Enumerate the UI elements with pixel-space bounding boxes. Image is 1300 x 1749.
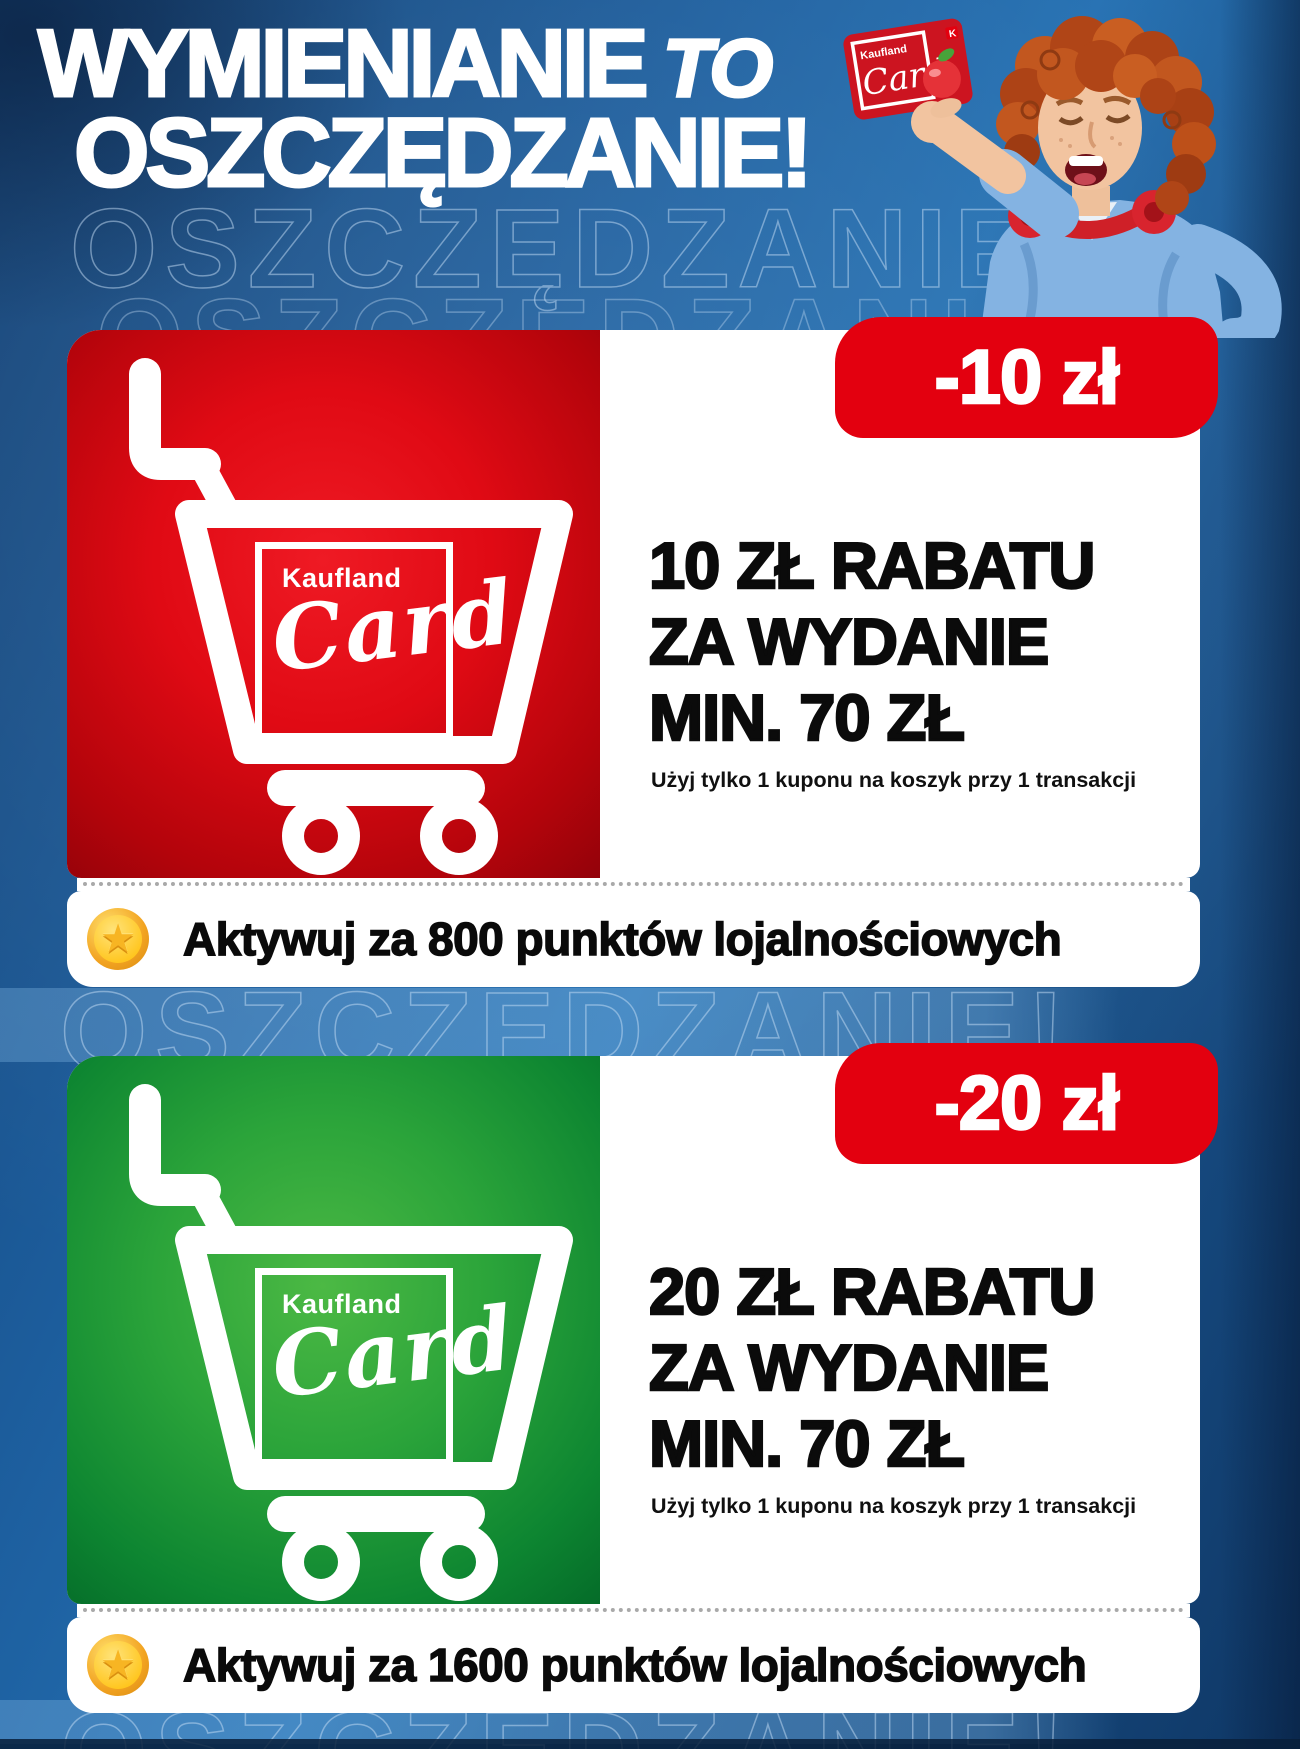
ghost-text: OSZCZĘDZANIE!	[69, 186, 1083, 311]
coupon-20zl: Kaufland Card 20 ZŁ RABATU ZA WYDANIE MI…	[67, 1043, 1218, 1713]
perforation-line	[77, 878, 1190, 891]
offer-title: 10 ZŁ RABATU ZA WYDANIE MIN. 70 ZŁ	[648, 528, 1097, 756]
page-title: WYMIENIANIE TO OSZCZĘDZANIE!	[37, 14, 815, 207]
activation-label: Aktywuj za 1600 punktów lojalnościowych	[182, 1638, 1087, 1692]
headline-word2: TO	[661, 23, 774, 114]
svg-text:K: K	[948, 28, 958, 40]
logo-small-text: Kaufland	[282, 1289, 402, 1319]
activate-coupon-20zl-button[interactable]: Aktywuj za 1600 punktów lojalnościowych	[67, 1617, 1200, 1713]
offer-title-line2: ZA WYDANIE	[648, 1330, 1051, 1406]
discount-badge-20zl: -20 zł	[835, 1043, 1218, 1164]
kaufland-card-logo: Kaufland Card	[255, 1268, 521, 1466]
coupon-image-panel-green: Kaufland Card	[67, 1056, 600, 1604]
coin-icon	[87, 908, 149, 970]
offer-title-line3: MIN. 70 ZŁ	[648, 1406, 967, 1482]
offer-title-line2: ZA WYDANIE	[648, 604, 1051, 680]
winking-eye	[1058, 115, 1084, 126]
apple-icon	[922, 59, 961, 98]
coupon-10zl: Kaufland Card 10 ZŁ RABATU ZA WYDANIE MI…	[67, 317, 1218, 987]
bottom-edge-shading	[0, 1739, 1300, 1749]
headline-line1: WYMIENIANIE TO	[37, 14, 809, 114]
logo-script-text: Card	[266, 1285, 521, 1419]
coupon-card-20zl[interactable]: Kaufland Card 20 ZŁ RABATU ZA WYDANIE MI…	[67, 1056, 1200, 1604]
logo-small-text: Kaufland	[282, 563, 402, 593]
offer-title: 20 ZŁ RABATU ZA WYDANIE MIN. 70 ZŁ	[648, 1254, 1097, 1482]
discount-badge-10zl: -10 zł	[835, 317, 1218, 438]
kaufland-card-logo: Kaufland Card	[255, 542, 521, 740]
activation-label: Aktywuj za 800 punktów lojalnościowych	[182, 912, 1062, 966]
activate-coupon-10zl-button[interactable]: Aktywuj za 800 punktów lojalnościowych	[67, 891, 1200, 987]
offer-title-line1: 20 ZŁ RABATU	[648, 1254, 1097, 1330]
headline-line2: OSZCZĘDZANIE!	[73, 98, 815, 207]
offer-note: Użyj tylko 1 kuponu na koszyk przy 1 tra…	[651, 768, 1137, 792]
hair-fringe	[1020, 40, 1182, 130]
woman-illustration: Kaufland Card K	[843, 16, 1282, 358]
headline-word1: WYMIENIANIE	[37, 10, 651, 117]
shopping-cart-icon	[129, 358, 573, 875]
perforation-line	[77, 1604, 1190, 1617]
hero-photo: Kaufland Card K	[820, 0, 1300, 358]
coin-icon	[87, 1634, 149, 1696]
kaufland-card-photo: Kaufland Card K	[843, 18, 973, 120]
offer-title-line1: 10 ZŁ RABATU	[648, 528, 1097, 604]
offer-note: Użyj tylko 1 kuponu na koszyk przy 1 tra…	[651, 1494, 1137, 1518]
coupon-image-panel-red: Kaufland Card	[67, 330, 600, 878]
logo-script-text: Card	[266, 559, 521, 693]
offer-title-line3: MIN. 70 ZŁ	[648, 680, 967, 756]
shopping-cart-icon	[129, 1084, 573, 1601]
extended-arm	[922, 108, 1026, 194]
